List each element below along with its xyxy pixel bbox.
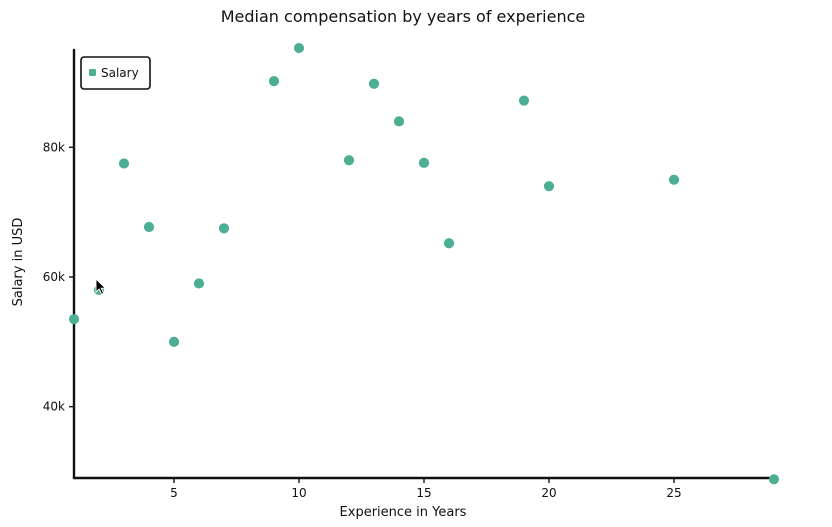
data-point [343,155,355,166]
data-point [193,278,205,289]
data-point [293,42,305,54]
data-point [168,336,180,347]
data-point [518,95,530,106]
x-axis-label: Experience in Years [340,505,467,520]
legend: Salary [80,56,151,90]
data-point [218,223,230,234]
x-axis-ticks: 5 10 15 20 25 [170,478,682,500]
data-point [368,78,380,89]
y-tick-label: 60k [43,270,65,284]
data-point [543,181,555,192]
y-axis-ticks: 40k 60k 80k [43,140,74,414]
data-point [143,221,155,233]
legend-swatch [89,69,96,76]
chart-title: Median compensation by years of experien… [221,7,585,26]
data-point [393,116,405,127]
mouse-pointer-icon [95,277,107,295]
data-point [118,158,130,169]
legend-label: Salary [101,66,139,80]
data-point [768,474,780,485]
axes [72,48,776,480]
y-axis-label: Salary in USD [11,218,26,307]
x-tick-label: 20 [541,486,556,500]
data-point [418,157,430,168]
y-tick-label: 80k [43,140,65,154]
data-point [443,238,455,249]
x-tick-label: 25 [666,486,681,500]
data-points [68,42,780,485]
legend-box [80,56,151,90]
data-point [68,314,80,325]
y-tick-label: 40k [43,400,65,414]
data-point [268,76,280,87]
x-tick-label: 5 [170,486,178,500]
x-tick-label: 10 [291,486,306,500]
x-tick-label: 15 [416,486,431,500]
data-point [668,174,680,185]
